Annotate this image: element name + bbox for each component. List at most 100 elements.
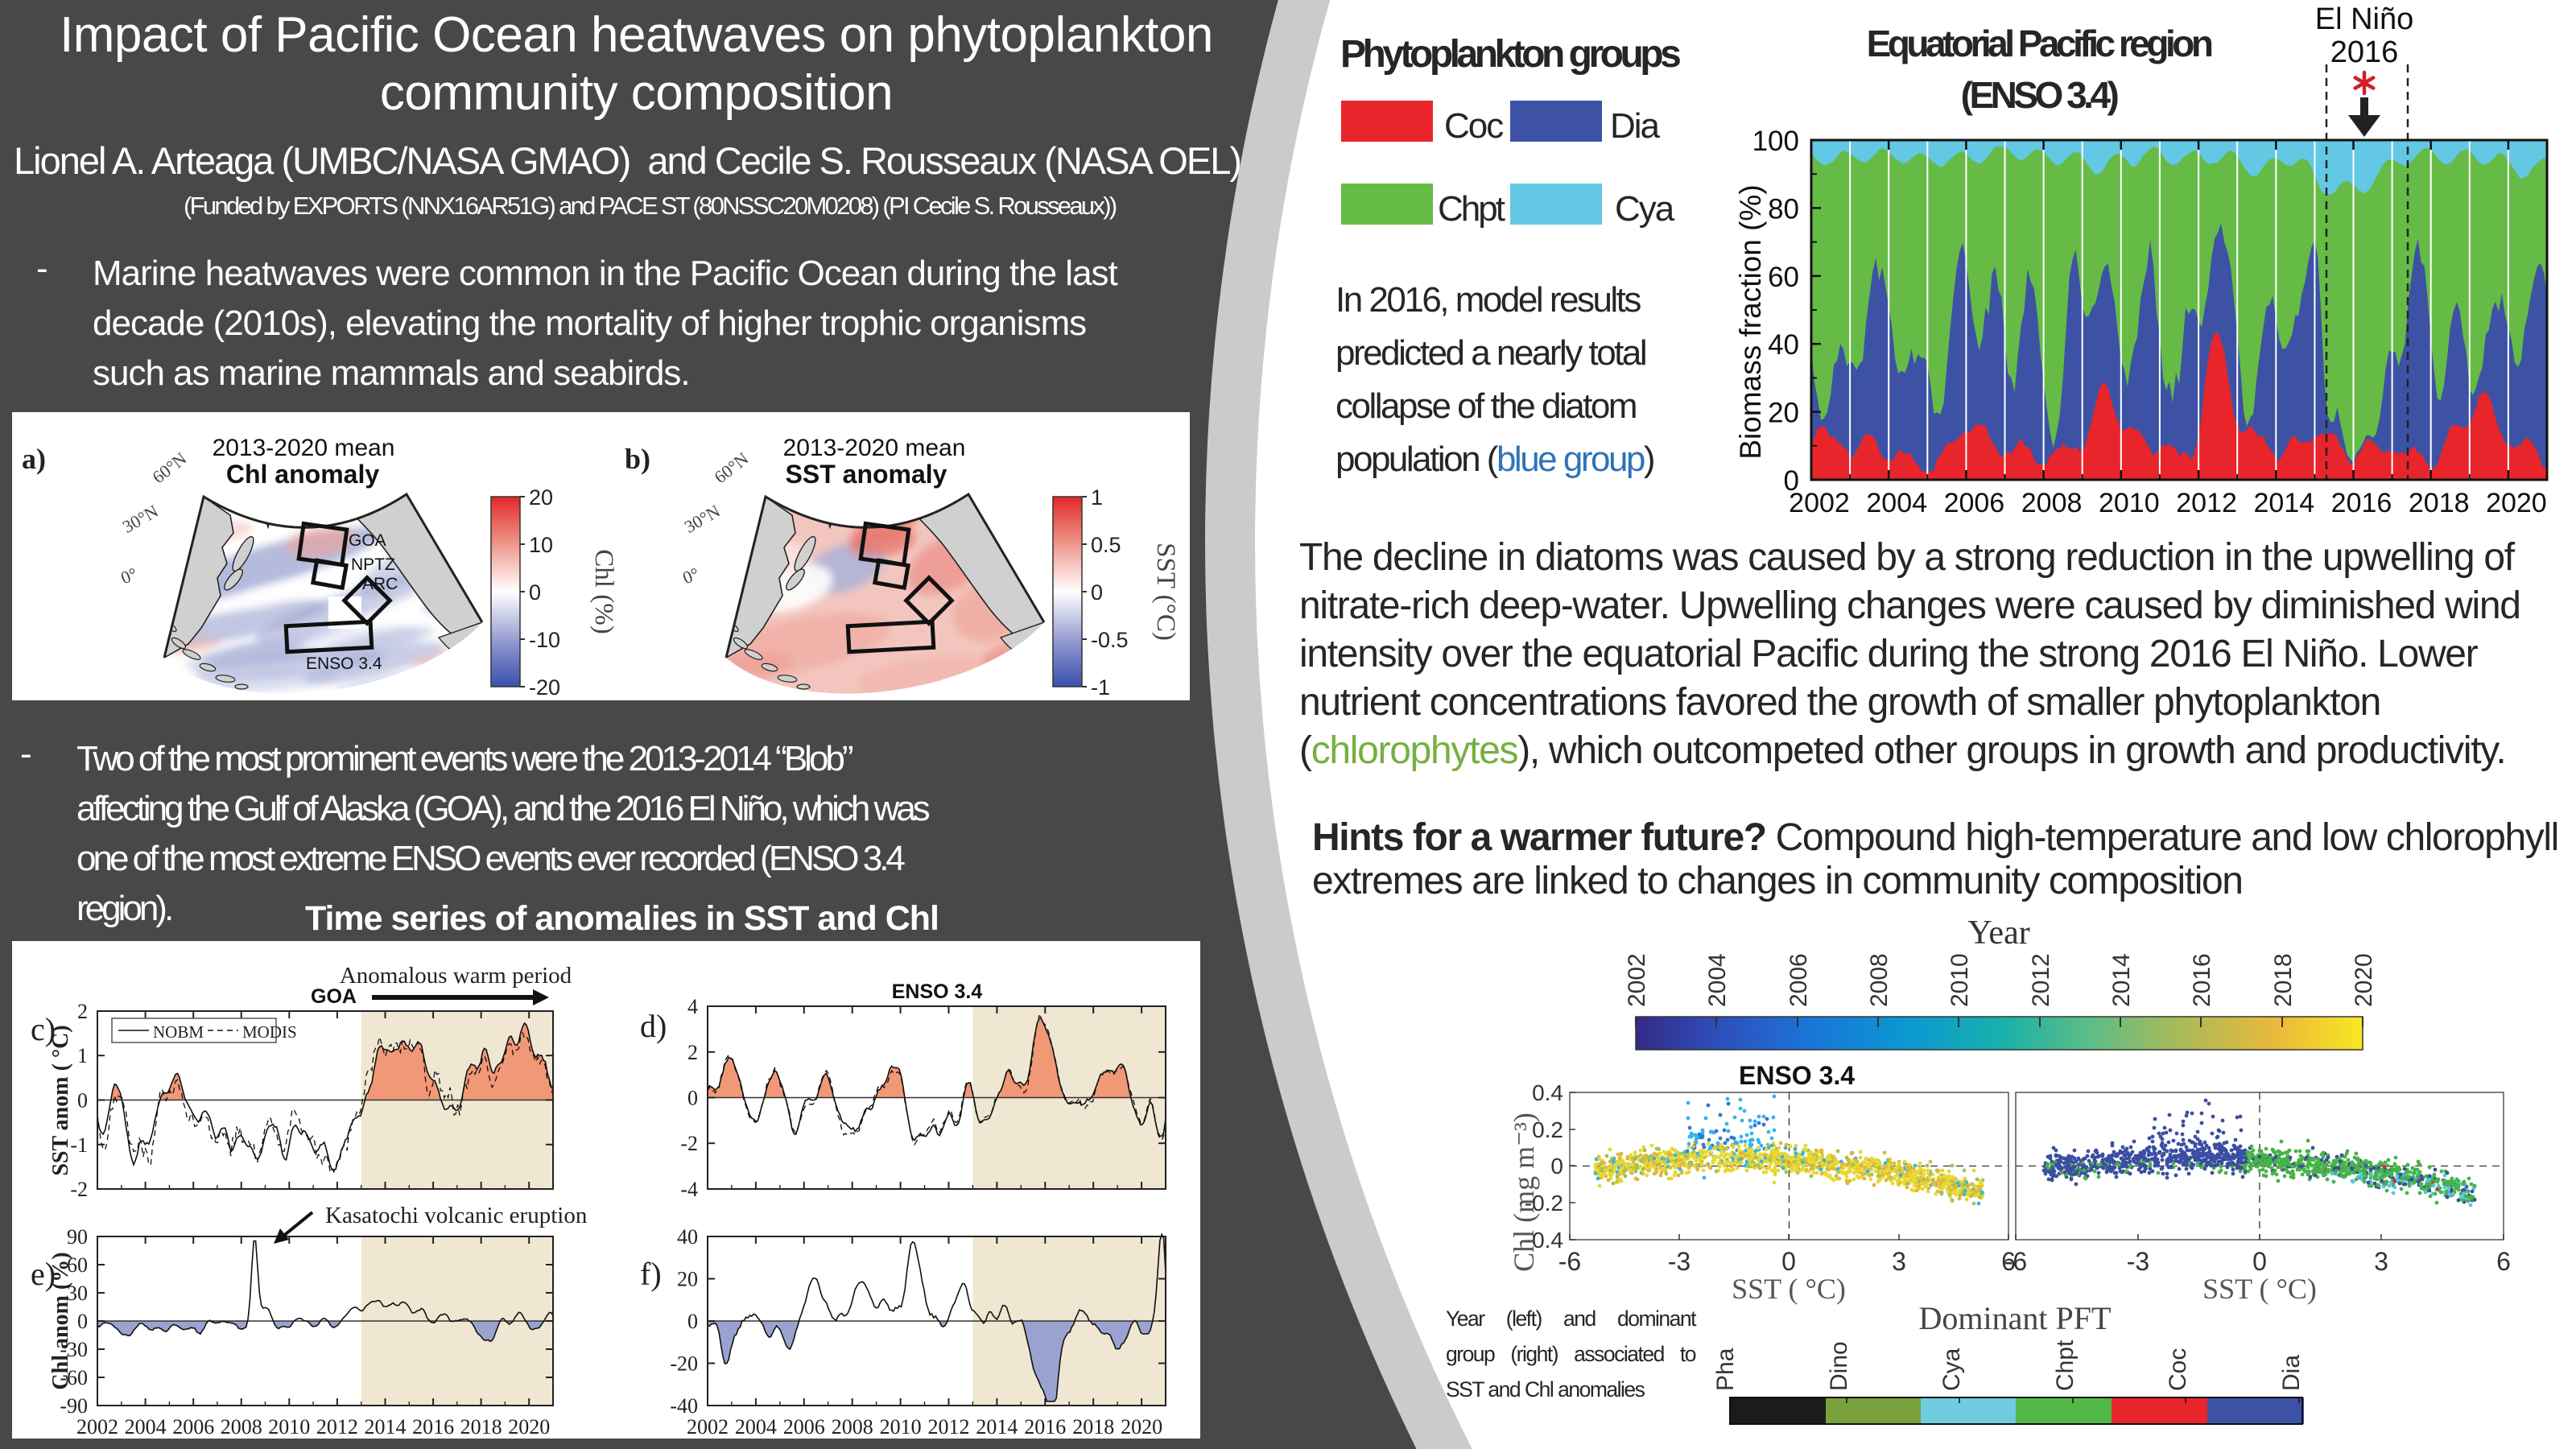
svg-text:0: 0 — [1091, 580, 1103, 605]
svg-text:ARC: ARC — [362, 575, 398, 593]
svg-text:MODIS: MODIS — [242, 1022, 297, 1042]
svg-text:Chl (mg m⁻³): Chl (mg m⁻³) — [1508, 1113, 1540, 1272]
svg-text:ENSO 3.4: ENSO 3.4 — [1739, 1061, 1855, 1090]
svg-text:6: 6 — [2496, 1247, 2511, 1276]
svg-text:2018: 2018 — [1072, 1415, 1114, 1439]
svg-text:30°N: 30°N — [681, 501, 724, 537]
svg-text:SST ( °C): SST ( °C) — [1732, 1273, 1846, 1305]
svg-text:ENSO 3.4: ENSO 3.4 — [306, 654, 382, 673]
svg-text:-4: -4 — [680, 1178, 698, 1201]
svg-text:0: 0 — [1781, 1247, 1796, 1276]
svg-text:2006: 2006 — [1785, 953, 1812, 1007]
svg-text:2016: 2016 — [1024, 1415, 1066, 1439]
svg-text:2002: 2002 — [1789, 488, 1850, 518]
svg-text:0: 0 — [1550, 1154, 1563, 1179]
svg-text:2016: 2016 — [2189, 953, 2215, 1007]
svg-text:2020: 2020 — [508, 1415, 550, 1439]
svg-text:2010: 2010 — [2099, 488, 2160, 518]
svg-text:2008: 2008 — [2021, 488, 2083, 518]
svg-text:NPTZ: NPTZ — [351, 555, 395, 574]
svg-text:-30: -30 — [60, 1338, 88, 1361]
svg-text:100: 100 — [1752, 126, 1799, 157]
svg-text:2012: 2012 — [928, 1415, 970, 1439]
svg-text:0: 0 — [2252, 1247, 2267, 1276]
svg-text:40: 40 — [677, 1225, 698, 1249]
svg-text:-0.2: -0.2 — [1525, 1191, 1563, 1216]
svg-text:Cya: Cya — [1938, 1348, 1965, 1391]
svg-text:80: 80 — [1768, 193, 1799, 225]
svg-text:0: 0 — [1784, 465, 1799, 497]
svg-text:2002: 2002 — [76, 1415, 118, 1439]
svg-text:20: 20 — [529, 485, 553, 510]
svg-text:Chl anomaly: Chl anomaly — [226, 460, 379, 489]
svg-text:0.2: 0.2 — [1532, 1117, 1563, 1142]
svg-text:30°N: 30°N — [119, 501, 162, 537]
svg-text:-6: -6 — [1558, 1247, 1581, 1276]
svg-text:0°: 0° — [118, 564, 140, 588]
svg-text:2016: 2016 — [412, 1415, 454, 1439]
svg-text:2016: 2016 — [2330, 35, 2399, 69]
svg-text:-60: -60 — [60, 1366, 88, 1389]
svg-text:Dominant PFT: Dominant PFT — [1919, 1300, 2112, 1336]
svg-text:3: 3 — [1892, 1247, 1906, 1276]
svg-text:2020: 2020 — [2486, 488, 2547, 518]
svg-text:a): a) — [22, 443, 46, 475]
svg-text:Biomass fraction (%): Biomass fraction (%) — [1734, 184, 1767, 459]
svg-text:2008: 2008 — [832, 1415, 873, 1439]
svg-text:e): e) — [31, 1256, 56, 1292]
svg-text:2020: 2020 — [2351, 953, 2377, 1007]
svg-text:-0.5: -0.5 — [1091, 628, 1129, 652]
svg-text:2014: 2014 — [2108, 953, 2135, 1007]
svg-text:0: 0 — [687, 1087, 698, 1110]
svg-text:El Niño: El Niño — [2315, 2, 2414, 36]
svg-text:20: 20 — [1768, 398, 1799, 429]
svg-text:Dia: Dia — [2278, 1355, 2305, 1391]
svg-text:2014: 2014 — [365, 1415, 407, 1439]
svg-text:-90: -90 — [60, 1394, 88, 1418]
svg-text:60°N: 60°N — [710, 448, 752, 488]
svg-text:0: 0 — [77, 1310, 88, 1333]
svg-text:Pha: Pha — [1712, 1348, 1739, 1391]
svg-text:60: 60 — [67, 1253, 88, 1277]
svg-text:Chl anom (%): Chl anom (%) — [48, 1252, 73, 1389]
svg-text:2004: 2004 — [735, 1415, 777, 1439]
svg-text:Chl (%): Chl (%) — [589, 549, 618, 634]
svg-text:40: 40 — [1768, 329, 1799, 361]
svg-text:SST anom ( °C): SST anom ( °C) — [48, 1025, 73, 1175]
svg-text:2004: 2004 — [1866, 488, 1927, 518]
svg-text:-2: -2 — [70, 1178, 88, 1201]
svg-text:2013-2020 mean: 2013-2020 mean — [213, 435, 395, 461]
svg-text:2014: 2014 — [2253, 488, 2314, 518]
svg-text:-20: -20 — [670, 1352, 698, 1376]
svg-text:Coc: Coc — [2165, 1348, 2191, 1391]
svg-text:-40: -40 — [670, 1394, 698, 1418]
svg-text:ENSO 3.4: ENSO 3.4 — [892, 980, 983, 1003]
svg-text:b): b) — [625, 443, 650, 475]
svg-text:GOA: GOA — [349, 531, 386, 550]
svg-text:10: 10 — [529, 533, 553, 557]
svg-text:-1: -1 — [1091, 675, 1110, 700]
svg-text:Anomalous warm period: Anomalous warm period — [340, 963, 572, 989]
svg-text:2: 2 — [77, 1000, 88, 1023]
svg-text:60: 60 — [1768, 262, 1799, 293]
svg-text:2008: 2008 — [1866, 953, 1893, 1007]
svg-text:90: 90 — [67, 1225, 88, 1249]
svg-text:30: 30 — [67, 1282, 88, 1305]
svg-text:3: 3 — [2374, 1247, 2388, 1276]
svg-text:2010: 2010 — [268, 1415, 310, 1439]
svg-text:2010: 2010 — [1946, 953, 1973, 1007]
svg-text:-2: -2 — [680, 1132, 698, 1155]
svg-text:-3: -3 — [2127, 1247, 2149, 1276]
svg-text:20: 20 — [677, 1268, 698, 1291]
svg-text:1: 1 — [77, 1044, 88, 1067]
svg-text:Dino: Dino — [1826, 1341, 1852, 1391]
svg-text:NOBM: NOBM — [153, 1022, 204, 1042]
svg-text:-3: -3 — [1668, 1247, 1690, 1276]
svg-text:2006: 2006 — [172, 1415, 214, 1439]
svg-text:2012: 2012 — [316, 1415, 358, 1439]
svg-text:2010: 2010 — [880, 1415, 922, 1439]
svg-text:2006: 2006 — [1944, 488, 2005, 518]
svg-text:0.5: 0.5 — [1091, 533, 1121, 557]
svg-text:60°N: 60°N — [148, 448, 190, 488]
svg-text:6: 6 — [2001, 1247, 2016, 1276]
